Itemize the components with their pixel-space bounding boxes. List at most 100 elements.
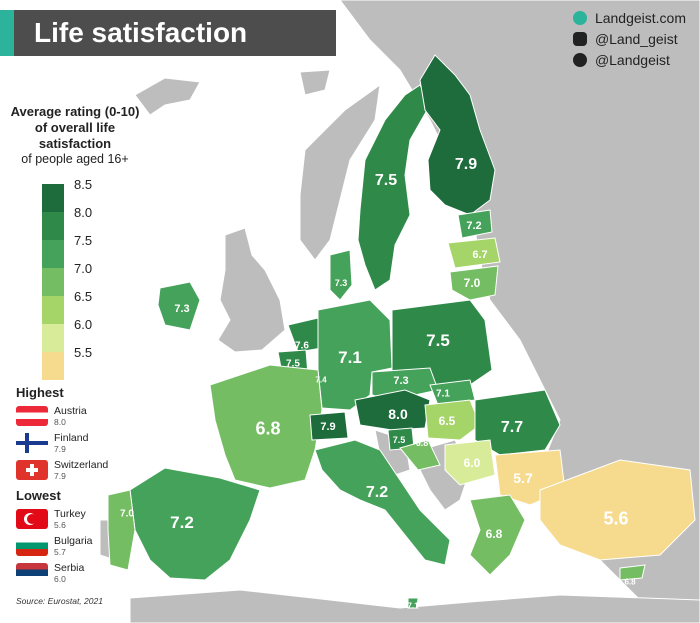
no-data-land bbox=[99, 0, 700, 623]
ranking-country: Switzerland bbox=[54, 459, 109, 471]
value-label-cyprus: 6.8 bbox=[624, 577, 636, 587]
country-regions bbox=[107, 54, 696, 609]
ranking-value: 7.9 bbox=[54, 444, 66, 454]
source-note: Source: Eurostat, 2021 bbox=[16, 596, 103, 606]
region-malta bbox=[407, 597, 419, 609]
value-label-slovenia: 7.5 bbox=[392, 435, 406, 445]
scale-tick: 8.0 bbox=[74, 205, 93, 220]
value-label-netherlands: 7.6 bbox=[295, 340, 309, 352]
region-italy bbox=[314, 439, 451, 566]
value-label-greece: 6.8 bbox=[485, 527, 503, 541]
scale-tick: 8.5 bbox=[74, 177, 93, 192]
scale-swatch bbox=[42, 324, 64, 352]
region-spain bbox=[129, 467, 261, 581]
value-label-poland: 7.5 bbox=[426, 331, 450, 350]
ranking-value: 5.6 bbox=[54, 520, 66, 530]
value-label-serbia: 6.0 bbox=[463, 456, 481, 470]
ranking-item: Turkey 5.6 bbox=[16, 509, 93, 530]
value-label-switzerland: 7.9 bbox=[320, 421, 336, 433]
social-links: Landgeist.com @Land_geist @Landgeist bbox=[572, 8, 686, 71]
lowest-ranking: Lowest Turkey 5.6 Bulgaria 5.7 Serbia 6.… bbox=[16, 488, 93, 584]
turkey-flag-icon bbox=[16, 509, 48, 529]
value-label-france: 6.8 bbox=[255, 418, 281, 439]
region-france bbox=[209, 364, 323, 489]
scale-swatch bbox=[42, 296, 64, 324]
ranking-country: Turkey bbox=[54, 508, 86, 520]
value-label-latvia: 6.7 bbox=[472, 249, 488, 261]
region-cyprus bbox=[619, 564, 646, 581]
ranking-value: 8.0 bbox=[54, 417, 66, 427]
region-turkey bbox=[539, 459, 696, 561]
value-label-slovakia: 7.1 bbox=[436, 388, 450, 400]
instagram-icon bbox=[572, 32, 587, 46]
website-link[interactable]: Landgeist.com bbox=[572, 8, 686, 28]
value-label-luxembourg: 7.4 bbox=[315, 375, 327, 385]
ranking-country: Finland bbox=[54, 432, 89, 444]
region-denmark bbox=[329, 249, 353, 301]
ranking-value: 6.0 bbox=[54, 574, 66, 584]
value-label-sweden: 7.5 bbox=[374, 172, 398, 189]
twitter-icon bbox=[572, 53, 587, 67]
region-latvia bbox=[447, 237, 501, 269]
bulgaria-flag-icon bbox=[16, 536, 48, 556]
value-label-spain: 7.2 bbox=[170, 513, 194, 532]
ranking-item: Bulgaria 5.7 bbox=[16, 536, 93, 557]
ranking-item: Austria 8.0 bbox=[16, 406, 108, 427]
region-croatia bbox=[399, 439, 441, 471]
ranking-item: Serbia 6.0 bbox=[16, 563, 93, 584]
region-serbia bbox=[444, 439, 496, 486]
finland-flag-icon bbox=[16, 433, 48, 453]
title-bar: Life satisfaction bbox=[0, 10, 336, 56]
value-label-denmark: 7.3 bbox=[334, 278, 348, 288]
region-hungary bbox=[424, 399, 481, 441]
scale-swatch bbox=[42, 268, 64, 296]
scale-tick: 5.5 bbox=[74, 345, 93, 360]
region-portugal bbox=[107, 489, 136, 571]
value-label-malta: 7.1 bbox=[407, 601, 419, 611]
region-lithuania bbox=[449, 265, 499, 301]
value-label-germany: 7.1 bbox=[338, 348, 362, 367]
region-greece bbox=[469, 494, 526, 576]
scale-swatch bbox=[42, 212, 64, 240]
highest-heading: Highest bbox=[16, 385, 64, 400]
twitter-link[interactable]: @Landgeist bbox=[572, 50, 686, 70]
value-label-portugal: 7.0 bbox=[120, 508, 134, 520]
ranking-country: Austria bbox=[54, 405, 87, 417]
legend-subtitle: of people aged 16+ bbox=[21, 152, 129, 166]
scale-tick: 6.0 bbox=[74, 317, 93, 332]
scale-swatch bbox=[42, 352, 64, 380]
value-label-romania: 7.7 bbox=[500, 419, 524, 436]
twitter-label: @Landgeist bbox=[594, 52, 670, 68]
lowest-heading: Lowest bbox=[16, 488, 61, 503]
region-ireland bbox=[157, 281, 201, 331]
scale-tick: 6.5 bbox=[74, 289, 93, 304]
value-label-italy: 7.2 bbox=[365, 484, 389, 501]
website-label: Landgeist.com bbox=[594, 10, 686, 26]
ranking-country: Bulgaria bbox=[54, 535, 93, 547]
value-label-czechia: 7.3 bbox=[393, 375, 409, 387]
value-label-belgium: 7.5 bbox=[286, 358, 300, 370]
switzerland-flag-icon bbox=[16, 460, 48, 480]
highest-ranking: Highest Austria 8.0 Finland 7.9 Switzerl… bbox=[16, 385, 108, 481]
ranking-value: 7.9 bbox=[54, 471, 66, 481]
instagram-link[interactable]: @Land_geist bbox=[572, 29, 686, 49]
value-label-ireland: 7.3 bbox=[174, 303, 190, 315]
region-estonia bbox=[457, 209, 493, 239]
legend: Average rating (0-10) of overall life sa… bbox=[10, 104, 140, 167]
region-romania bbox=[474, 389, 561, 456]
value-label-bulgaria: 5.7 bbox=[513, 470, 533, 486]
instagram-label: @Land_geist bbox=[594, 31, 678, 47]
scale-tick: 7.0 bbox=[74, 261, 93, 276]
region-finland bbox=[419, 54, 496, 216]
globe-icon bbox=[572, 11, 587, 25]
value-label-austria: 8.0 bbox=[388, 406, 408, 422]
scale-tick: 7.5 bbox=[74, 233, 93, 248]
title-accent bbox=[0, 10, 14, 56]
ranking-item: Switzerland 7.9 bbox=[16, 460, 108, 481]
ranking-item: Finland 7.9 bbox=[16, 433, 108, 454]
value-label-croatia: 6.8 bbox=[415, 438, 429, 448]
value-label-hungary: 6.5 bbox=[438, 414, 456, 428]
value-label-turkey: 5.6 bbox=[603, 508, 629, 529]
region-austria bbox=[354, 389, 431, 431]
